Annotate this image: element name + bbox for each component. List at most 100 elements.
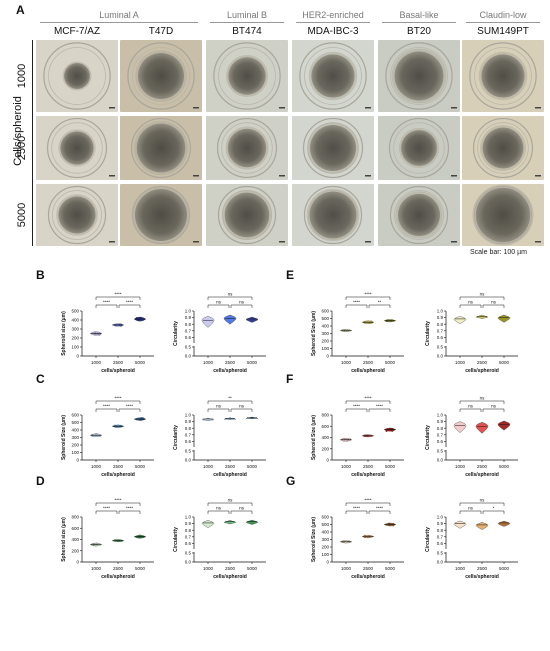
- y-tick-label: 1.0: [437, 515, 444, 520]
- x-tick-label: 2500: [113, 464, 124, 469]
- y-tick-label: 0.7: [185, 328, 192, 333]
- significance-bracket: [207, 510, 230, 514]
- x-tick-label: 1000: [455, 464, 466, 469]
- micrograph-image: [292, 184, 374, 246]
- cell-line-label: BT474: [232, 26, 262, 37]
- spheroid-micrograph: [378, 116, 460, 180]
- y-tick-label: 0.9: [437, 315, 444, 320]
- x-tick-label: 1000: [203, 360, 214, 365]
- x-tick-label: 5000: [135, 464, 146, 469]
- y-tick-label: 0.6: [185, 335, 192, 340]
- y-tick-label: 1.0: [185, 309, 192, 314]
- y-tick-label: 400: [71, 537, 79, 542]
- y-tick-label: 600: [71, 413, 79, 418]
- spheroid-micrograph: [378, 40, 460, 112]
- x-axis-label: cells/spheroid: [101, 574, 135, 580]
- significance-label: ns: [216, 300, 222, 305]
- spheroid-micrograph: [120, 116, 202, 180]
- x-tick-label: 1000: [455, 566, 466, 571]
- significance-bracket: [95, 296, 141, 300]
- y-axis-label: Spheroid size (µm): [61, 517, 67, 562]
- x-tick-label: 2500: [225, 360, 236, 365]
- x-tick-label: 5000: [499, 360, 510, 365]
- y-axis-label: Spheroid Size (µm): [311, 415, 317, 460]
- y-tick-label: 0: [76, 458, 79, 463]
- micrograph-image: [378, 184, 460, 246]
- significance-bracket: [230, 510, 253, 514]
- x-axis-label: cells/spheroid: [213, 368, 247, 374]
- y-tick-label: 600: [71, 526, 79, 531]
- x-axis-label: cells/spheroid: [101, 472, 135, 478]
- y-tick-label: 0.5: [437, 551, 444, 556]
- spheroid-size-chart: 0 100 200 300 400 500 Spheroid size (µm) 1000 25…: [61, 292, 154, 374]
- spheroid-size-chart: 0 200 400 600 800 Spheroid size (µm) 1000 2500 5…: [61, 498, 154, 580]
- y-tick-label: 0.6: [437, 541, 444, 546]
- micrograph-image: [120, 40, 202, 112]
- significance-bracket: [95, 304, 118, 308]
- significance-bracket: [95, 400, 141, 404]
- y-tick-label: 100: [321, 346, 329, 351]
- y-axis-label: Spheroid size (µm): [61, 311, 67, 356]
- significance-label: ns: [491, 404, 497, 409]
- y-tick-label: 100: [321, 552, 329, 557]
- subtype-label: Claudin-low: [479, 10, 527, 20]
- significance-label: ****: [364, 498, 371, 503]
- x-axis-label: cells/spheroid: [465, 574, 499, 580]
- subtype-label: Luminal A: [99, 10, 139, 20]
- y-tick-label: 0.9: [437, 521, 444, 526]
- significance-label: ****: [114, 396, 121, 401]
- y-tick-label: 0.8: [437, 322, 444, 327]
- x-tick-label: 5000: [499, 566, 510, 571]
- x-tick-label: 2500: [225, 464, 236, 469]
- x-axis-label: cells/spheroid: [213, 574, 247, 580]
- y-tick-label: 600: [321, 515, 329, 520]
- y-tick-label: 0.5: [437, 345, 444, 350]
- x-tick-label: 1000: [341, 566, 352, 571]
- significance-bracket: [368, 408, 391, 412]
- y-tick-label: 0.7: [437, 534, 444, 539]
- x-tick-label: 5000: [385, 464, 396, 469]
- row-label: 1000: [16, 63, 28, 89]
- significance-bracket: [459, 510, 482, 514]
- significance-label: ****: [353, 404, 360, 409]
- y-tick-label: 1.0: [185, 413, 192, 418]
- y-tick-label: 200: [321, 446, 329, 451]
- y-tick-label: 500: [71, 309, 79, 314]
- data-point: [138, 534, 141, 537]
- x-tick-label: 2500: [363, 566, 374, 571]
- micrograph-image: [206, 40, 288, 112]
- y-tick-label: 0.6: [437, 335, 444, 340]
- micrograph-image: [206, 116, 288, 180]
- x-tick-label: 5000: [135, 566, 146, 571]
- micrograph-image: [292, 116, 374, 180]
- micrograph-image: [120, 184, 202, 246]
- x-tick-label: 1000: [455, 360, 466, 365]
- y-tick-label: 400: [71, 428, 79, 433]
- y-axis-label: Circularity: [425, 527, 431, 552]
- significance-bracket: [459, 502, 505, 506]
- y-axis-label: Circularity: [425, 321, 431, 346]
- significance-bracket: [459, 296, 505, 300]
- significance-label: ****: [364, 396, 371, 401]
- y-tick-label: 0.7: [185, 534, 192, 539]
- row-axis-divider: [32, 40, 33, 246]
- significance-label: ns: [239, 506, 245, 511]
- significance-label: ns: [228, 292, 234, 297]
- significance-bracket: [482, 304, 505, 308]
- x-axis-label: cells/spheroid: [351, 574, 385, 580]
- y-tick-label: 0.5: [185, 449, 192, 454]
- spheroid-micrograph: [378, 184, 460, 246]
- significance-bracket: [95, 510, 118, 514]
- y-tick-label: 800: [321, 413, 329, 418]
- circularity-chart: 0.0 0.5 0.6 0.70.8 0.91.0 Circularity 1000 2500…: [173, 292, 266, 374]
- spheroid-micrograph: [120, 184, 202, 246]
- significance-label: ns: [468, 300, 474, 305]
- significance-bracket: [118, 304, 141, 308]
- subtype-underline: [210, 22, 284, 23]
- violin-shape: [201, 417, 215, 421]
- significance-bracket: [118, 510, 141, 514]
- significance-bracket: [207, 304, 230, 308]
- y-tick-label: 0: [326, 458, 329, 463]
- y-tick-label: 300: [321, 537, 329, 542]
- x-tick-label: 5000: [247, 566, 258, 571]
